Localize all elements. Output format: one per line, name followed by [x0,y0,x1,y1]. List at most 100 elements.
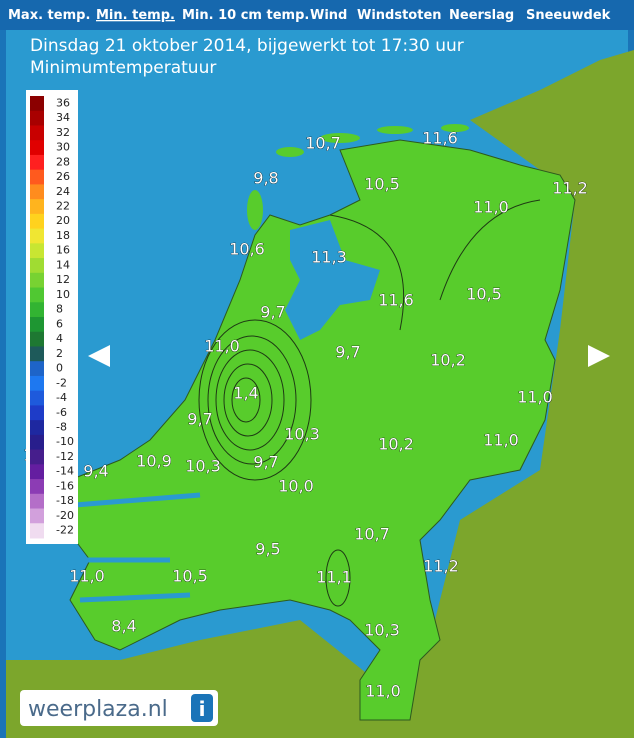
color-swatch [30,434,44,451]
scale-label: 22 [56,200,70,213]
station-value: 11,0 [204,337,240,356]
island [320,133,360,143]
logo-text[interactable]: weerplaza.nl [28,697,168,722]
scale-label: -12 [56,450,74,463]
station-value: 10,3 [364,621,400,640]
scale-label: -2 [56,376,67,389]
island [377,126,413,134]
nav-tab[interactable]: Max. temp. [8,8,90,23]
station-value: 11,6 [378,291,414,310]
logo-icon[interactable] [191,694,213,722]
scale-label: 36 [56,96,70,109]
logo-icon-text[interactable]: i [199,697,206,721]
color-swatch [30,228,44,244]
scale-label: 12 [56,273,70,286]
color-swatch [30,154,44,171]
water [74,492,201,508]
station-value: 10,6 [229,240,265,259]
color-swatch [30,464,44,480]
neighbour-land [6,50,634,738]
color-swatch [30,258,44,274]
color-swatch [30,213,44,230]
scale-label: -6 [56,406,67,419]
station-value: 10,7 [354,525,390,544]
nav-tab[interactable]: Windstoten [357,8,442,23]
color-swatch [30,523,44,539]
island [276,147,304,157]
station-value: 9,7 [335,343,360,362]
contour [198,319,312,481]
color-swatch [30,287,44,303]
color-swatch [30,125,44,141]
color-swatch [30,199,44,215]
color-swatch [30,479,44,495]
color-swatch [30,375,44,392]
color-swatch [30,346,44,362]
nav-tab[interactable]: Sneeuwdek [526,8,611,23]
station-value: 11,2 [552,179,588,198]
contour [231,377,261,423]
next-arrow[interactable] [588,345,610,367]
color-swatch [30,390,44,406]
scale-label: -10 [56,435,74,448]
scale-label: -20 [56,509,74,522]
color-swatch [30,184,44,200]
ijsselmeer [285,220,380,340]
scale-label: 30 [56,141,70,154]
scale-label: -22 [56,524,74,537]
color-swatch [30,493,44,510]
station-value: 9,7 [253,453,278,472]
color-swatch [30,96,44,112]
islands [247,124,469,230]
color-swatch [30,331,44,347]
station-value: 9,5 [255,540,280,559]
station-value: 10,9 [136,452,172,471]
scale-label: 16 [56,244,70,257]
station-value: 10,2 [378,435,414,454]
station-value: 10,3 [185,457,221,476]
station-value: 11,3 [311,248,347,267]
scale-label: 4 [56,332,63,345]
station-value: 1,4 [233,384,258,403]
station-value: 9,4 [83,462,108,481]
scale-label: 34 [56,111,70,124]
color-swatch [30,302,44,318]
scale-label: 18 [56,229,70,242]
color-swatch [30,243,44,259]
color-swatch [30,272,44,289]
station-value: 11,6 [422,129,458,148]
station-value: 10,7 [305,134,341,153]
delta-waters [70,492,201,603]
scale-label: 2 [56,347,63,360]
nav-bar [0,0,634,30]
station-value: 10,0 [278,477,314,496]
logo-box[interactable] [20,690,218,726]
nav-tab[interactable]: Min. temp. [96,8,175,23]
color-swatch [30,420,44,436]
contour [329,199,541,331]
nav-tab[interactable]: Neerslag [449,8,514,23]
station-value: 11,0 [517,388,553,407]
contour [215,349,285,451]
station-value: 11,0 [483,431,519,450]
nav-tab[interactable]: Min. 10 cm temp. [182,8,309,23]
scale-label: -4 [56,391,67,404]
station-value: 11,0 [365,682,401,701]
contours [198,199,541,607]
station-value: 11,0 [69,567,105,586]
contour [223,363,273,437]
scale-label: 0 [56,362,63,375]
color-swatch [30,361,44,377]
island [247,190,263,230]
scale-label: -14 [56,465,74,478]
island [441,124,469,132]
nav-tab[interactable]: Wind [310,8,347,23]
station-value: 11,1 [316,568,352,587]
prev-arrow[interactable] [88,345,110,367]
scale-label: 6 [56,317,63,330]
color-swatch [30,317,44,333]
station-value: 10,5 [172,567,208,586]
color-swatch [30,140,44,156]
station-value: 9,8 [253,169,278,188]
